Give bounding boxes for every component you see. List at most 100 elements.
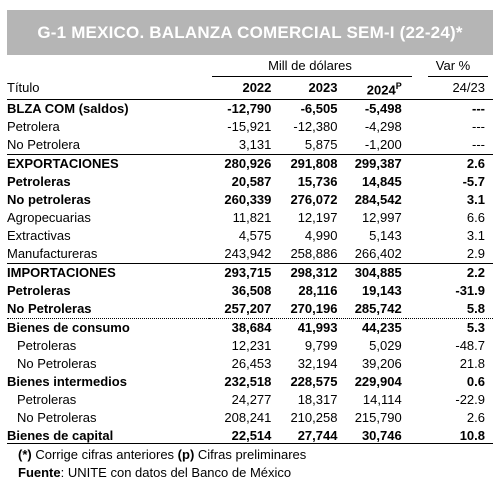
table-row: No petroleras 260,339 276,072 284,542 3.1: [7, 191, 493, 209]
cell-2024: 19,143: [361, 283, 402, 299]
table-row: Petroleras 20,587 15,736 14,845 -5.7: [7, 173, 493, 191]
table-row: Agropecuarias 11,821 12,197 12,997 6.6: [7, 209, 493, 227]
cell-2022: 260,339: [224, 192, 272, 208]
row-label: No Petrolera: [7, 137, 80, 153]
table-row: EXPORTACIONES 280,926 291,808 299,387 2.6: [7, 154, 493, 174]
footnote-star-mark: (*): [18, 447, 32, 462]
group-header-units: Mill de dólares: [268, 58, 352, 73]
cell-var: 3.1: [466, 228, 485, 244]
row-label: No Petroleras: [17, 356, 97, 372]
footnote-p-mark: (p): [177, 447, 195, 462]
cell-2023: 228,575: [290, 374, 338, 390]
cell-var: -5.7: [462, 174, 485, 190]
chart-title: G-1 MEXICO. BALANZA COMERCIAL SEM-I (22-…: [7, 10, 493, 55]
column-header-var: 24/23: [452, 80, 485, 96]
cell-2022: 208,241: [224, 410, 272, 426]
cell-2022: 280,926: [208, 154, 272, 174]
cell-2022: 257,207: [224, 301, 272, 317]
cell-2024: 5,143: [369, 228, 402, 244]
cell-var: 10.8: [459, 428, 485, 444]
row-label: Bienes intermedios: [7, 374, 127, 390]
table-row: IMPORTACIONES 293,715 298,312 304,885 2.2: [7, 263, 493, 283]
cell-2023: 298,312: [271, 263, 338, 283]
table-row: No Petroleras 26,453 32,194 39,206 21.8: [7, 355, 493, 373]
table-row: Petroleras 36,508 28,116 19,143 -31.9: [7, 282, 493, 300]
table-row: Bienes intermedios 232,518 228,575 229,904 0…: [7, 373, 493, 391]
table-row: Bienes de capital 22,514 27,744 30,746 10.8: [7, 427, 493, 445]
cell-2022: 12,231: [231, 338, 272, 354]
column-header-2024-year: 2024: [366, 82, 396, 98]
table-row: Petroleras 24,277 18,317 14,114 -22.9: [7, 391, 493, 409]
cell-2023: 276,072: [290, 192, 338, 208]
source-line: Fuente: UNITE con datos del Banco de Méx…: [18, 464, 306, 482]
row-label: Bienes de capital: [7, 428, 114, 444]
cell-var: 5.8: [466, 301, 485, 317]
row-label: No petroleras: [7, 192, 91, 208]
column-header-2024: 2024P: [337, 77, 405, 100]
cell-2022: 20,587: [231, 174, 272, 190]
row-label: Agropecuarias: [7, 210, 91, 226]
cell-var: 3.1: [466, 192, 485, 208]
cell-2024: 39,206: [361, 356, 402, 372]
cell-2023: -12,380: [293, 119, 338, 135]
cell-2023: 41,993: [271, 318, 338, 338]
cell-2023: 12,197: [297, 210, 338, 226]
cell-2022: 232,518: [224, 374, 272, 390]
row-label: Extractivas: [7, 228, 71, 244]
row-label: Petroleras: [17, 392, 77, 408]
table-row: No Petrolera 3,131 5,875 -1,200 ---: [7, 136, 493, 155]
cell-var: -48.7: [455, 338, 485, 354]
footnote-line: (*) Corrige cifras anteriores (p) Cifras…: [18, 446, 306, 464]
cell-2022: -15,921: [227, 119, 272, 135]
cell-2022: 243,942: [224, 246, 272, 262]
source-label: Fuente: [18, 465, 61, 480]
table-row: Manufactureras 243,942 258,886 266,402 2.9: [7, 245, 493, 264]
cell-var: 21.8: [459, 356, 485, 372]
row-label: EXPORTACIONES: [7, 154, 209, 174]
column-header-label: Título: [7, 80, 40, 96]
cell-var: 6.6: [466, 210, 485, 226]
cell-2022: 4,575: [238, 228, 272, 244]
var-header: Var %: [435, 58, 471, 73]
cell-var: 2.6: [405, 154, 493, 174]
cell-2024: 229,904: [354, 374, 402, 390]
source-text: : UNITE con datos del Banco de México: [60, 465, 292, 480]
column-header-2022: 2022: [242, 80, 272, 96]
cell-2022: 293,715: [208, 263, 272, 283]
row-label: Petroleras: [7, 283, 71, 299]
cell-2024: 12,997: [361, 210, 402, 226]
row-label: Bienes de consumo: [7, 318, 209, 338]
cell-2024: -1,200: [364, 137, 402, 153]
row-label: Petroleras: [17, 338, 77, 354]
row-label: No Petroleras: [7, 301, 92, 317]
table-row: Petroleras 12,231 9,799 5,029 -48.7: [7, 337, 493, 355]
cell-2024: 304,885: [337, 263, 406, 283]
cell-2023: 4,990: [304, 228, 338, 244]
cell-2022: 3,131: [238, 137, 272, 153]
cell-2023: 270,196: [290, 301, 338, 317]
table-row: Petrolera -15,921 -12,380 -4,298 ---: [7, 118, 493, 136]
row-label: Petrolera: [7, 119, 60, 135]
cell-2023: -6,505: [271, 99, 338, 119]
cell-var: 0.6: [466, 374, 485, 390]
cell-2023: 258,886: [290, 246, 338, 262]
row-label: IMPORTACIONES: [7, 263, 209, 283]
cell-var: -31.9: [455, 283, 485, 299]
cell-2022: 24,277: [231, 392, 272, 408]
column-header-2023: 2023: [308, 80, 338, 96]
cell-2023: 18,317: [297, 392, 338, 408]
cell-2024: 30,746: [361, 428, 402, 444]
table-row: BLZA COM (saldos) -12,790 -6,505 -5,498 ---: [7, 99, 493, 119]
cell-2022: 36,508: [231, 283, 272, 299]
cell-2023: 27,744: [297, 428, 338, 444]
cell-2024: 215,790: [354, 410, 402, 426]
table-row: Extractivas 4,575 4,990 5,143 3.1: [7, 227, 493, 245]
cell-var: ---: [405, 99, 493, 119]
var-header-rule: [428, 76, 488, 77]
cell-2024: 14,845: [361, 174, 402, 190]
cell-var: 2.2: [405, 263, 493, 283]
cell-2023: 32,194: [297, 356, 338, 372]
cell-2023: 5,875: [304, 137, 338, 153]
footnote-star-text: Corrige cifras anteriores: [31, 447, 178, 462]
cell-2024: 285,742: [354, 301, 402, 317]
